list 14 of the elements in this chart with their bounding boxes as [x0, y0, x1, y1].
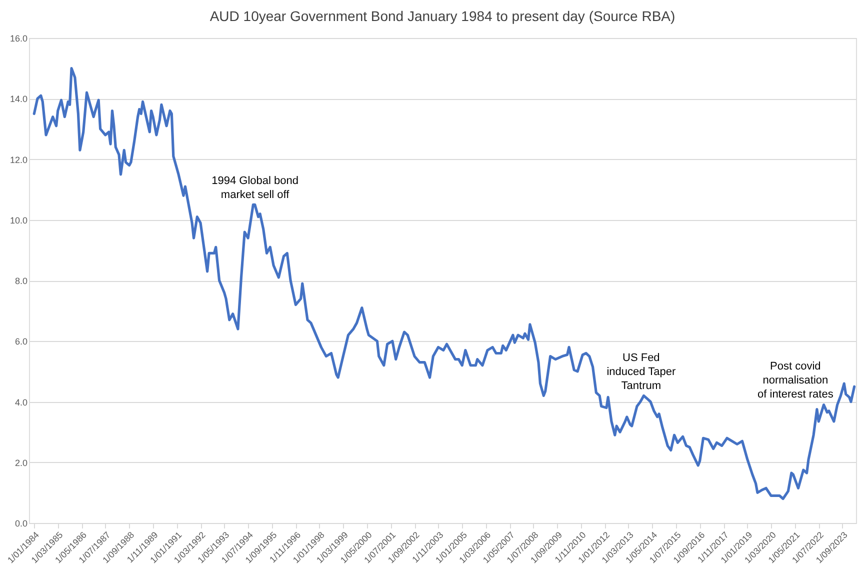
y-tick-label: 4.0 — [14, 397, 28, 408]
y-tick-label: 10.0 — [10, 215, 28, 226]
annotation: 1994 Global bond market sell off — [212, 174, 298, 201]
y-tick-label: 6.0 — [14, 336, 28, 347]
y-tick-label: 8.0 — [14, 276, 28, 286]
line-series — [32, 67, 856, 500]
y-tick-label: 0.0 — [14, 518, 28, 528]
y-tick-label: 2.0 — [14, 458, 28, 468]
annotation: Post covid normalisation of interest rates — [758, 360, 834, 400]
y-tick-label: 16.0 — [10, 34, 28, 44]
y-tick-label: 12.0 — [10, 154, 28, 165]
annotation: US Fed induced Taper Tantrum — [606, 352, 676, 392]
chart-title: AUD 10year Government Bond January 1984 to present day (Source RBA) — [210, 8, 676, 24]
y-tick-label: 14.0 — [10, 94, 28, 104]
